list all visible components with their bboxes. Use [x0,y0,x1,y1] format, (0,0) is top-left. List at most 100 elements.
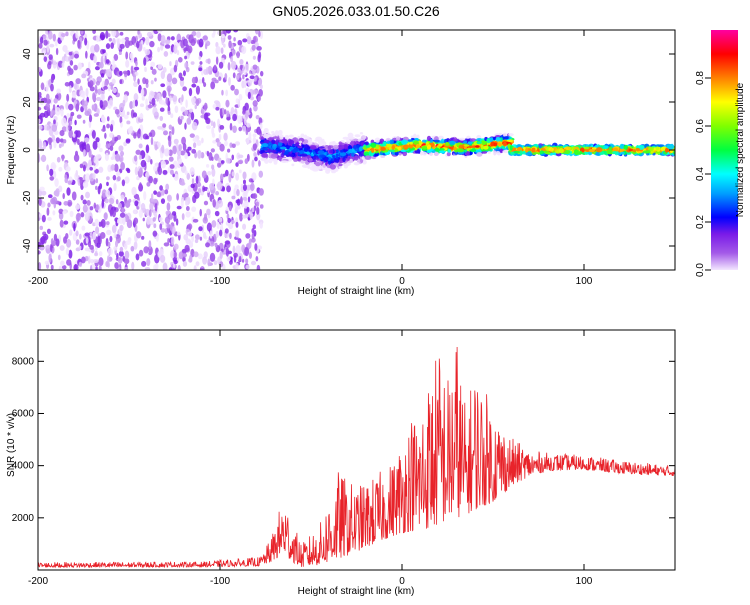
heatmap-cell [133,217,139,225]
heatmap-cell [254,243,258,251]
heatmap-cell [480,144,484,150]
heatmap-cell [230,60,237,70]
heatmap-cell [95,178,99,184]
heatmap-cell [368,150,373,156]
heatmap-cell [206,208,211,216]
heatmap-cell [251,172,257,181]
heatmap-cell [49,243,53,253]
heatmap-cell [438,148,445,151]
heatmap-cell [111,78,116,85]
heatmap-cell [167,87,171,97]
heatmap-cell [140,202,146,212]
heatmap-cell [81,256,86,264]
heatmap-cell [245,264,250,270]
heatmap-cell [330,170,337,174]
heatmap-cell [187,223,193,230]
heatmap-cell [241,80,245,89]
heatmap-cell [123,141,127,147]
heatmap-cell [75,204,81,210]
heatmap-cell [252,136,257,144]
heatmap-cell [46,164,49,172]
heatmap-cell [125,51,129,60]
heatmap-cell [322,163,327,168]
heatmap-cell [60,108,64,117]
heatmap-cell [74,53,79,59]
heatmap-cell [235,98,239,104]
heatmap-cell [408,143,414,149]
heatmap-cell [350,140,355,146]
heatmap-cell [318,146,325,149]
heatmap-cell [83,100,89,107]
heatmap-cell [94,218,99,227]
heatmap-cell [133,73,137,82]
heatmap-cell [96,34,100,43]
heatmap-cell [110,42,114,49]
heatmap-cell [261,143,269,148]
heatmap-cell [176,193,179,201]
heatmap-cell [259,122,263,130]
heatmap-cell [107,85,111,92]
heatmap-cell [194,104,197,110]
heatmap-cell [118,250,124,257]
heatmap-cell [105,30,109,39]
heatmap-cell [249,211,254,220]
heatmap-cell [252,193,258,200]
heatmap-cell [262,130,267,135]
heatmap-cell [45,102,51,110]
heatmap-cell [52,60,57,69]
heatmap-cell [63,220,69,225]
heatmap-cell [53,233,58,242]
heatmap-cell [76,114,82,119]
heatmap-cell [271,139,276,145]
heatmap-cell [202,256,208,265]
heatmap-cell [351,152,355,157]
heatmap-cell [180,106,186,113]
heatmap-cell [106,116,110,122]
heatmap-cell [252,143,257,151]
heatmap-cell [81,225,86,231]
heatmap-cell [238,154,244,159]
heatmap-cell [212,198,216,208]
heatmap-cell [162,262,168,270]
heatmap-cell [95,226,100,235]
heatmap-cell [176,205,182,210]
heatmap-cell [187,45,193,54]
snr-ylabel: SNR (10 * v/v) [6,413,17,477]
heatmap-cell [84,232,90,237]
heatmap-cell [157,125,163,130]
heatmap-cell [59,245,65,251]
heatmap-cell [41,47,47,55]
heatmap-cell [181,213,185,221]
heatmap-cell [279,134,284,140]
heatmap-cell [248,240,252,249]
heatmap-cell [272,143,277,147]
heatmap-cell [343,144,348,149]
heatmap-cell [657,144,665,148]
heatmap-cell [180,181,186,186]
heatmap-cell [39,225,44,230]
heatmap-cell [138,209,143,218]
heatmap-cell [288,134,294,138]
heatmap-cell [185,66,190,73]
heatmap-cell [65,238,72,248]
heatmap-cell [45,84,49,92]
heatmap-cell [503,132,508,138]
heatmap-cell [40,82,45,91]
heatmap-cell [168,81,172,86]
spectrogram-y-tick-label: -20 [22,190,33,205]
heatmap-cell [75,169,79,177]
heatmap-cell [112,87,117,94]
heatmap-cell [132,209,137,214]
heatmap-cell [227,62,231,71]
heatmap-cell [277,129,283,136]
heatmap-cell [164,44,171,49]
heatmap-cell [257,54,261,63]
heatmap-cell [135,60,138,67]
heatmap-cell [194,191,200,199]
heatmap-cell [47,137,53,144]
heatmap-cell [61,154,65,162]
heatmap-cell [123,114,129,120]
heatmap-cell [51,123,58,132]
heatmap-cell [198,38,204,48]
